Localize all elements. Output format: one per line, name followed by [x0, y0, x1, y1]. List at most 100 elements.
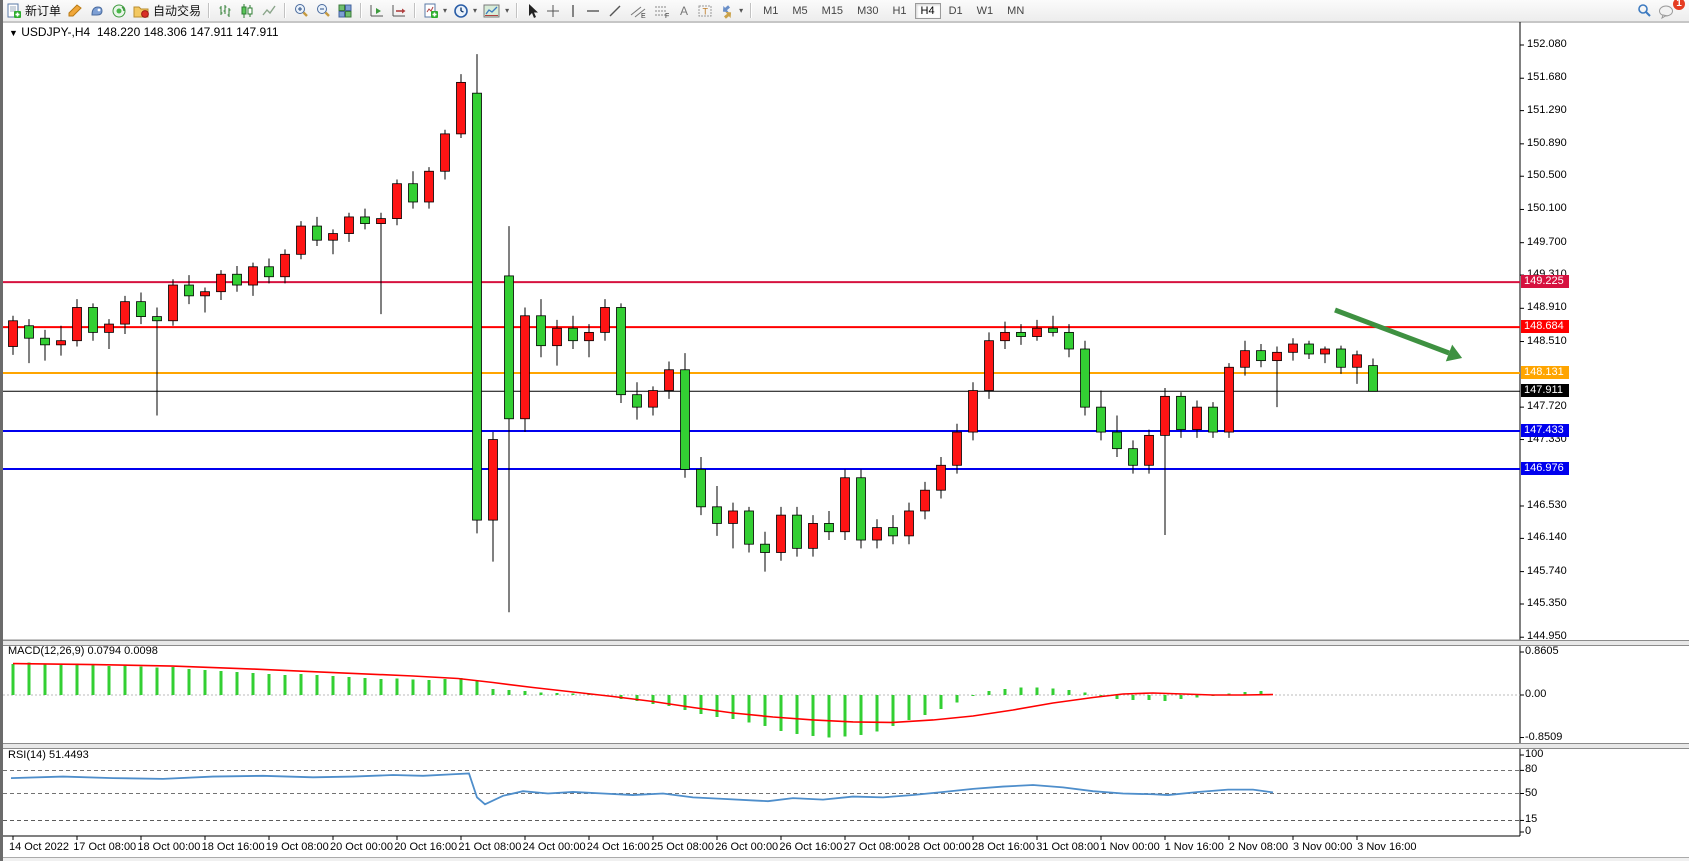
candle[interactable] [504, 275, 514, 420]
indicators-button[interactable]: ▾ [420, 2, 450, 20]
line-chart-button[interactable] [258, 2, 280, 20]
candle[interactable] [104, 323, 114, 333]
new-order-button[interactable]: 新订单 [3, 1, 64, 20]
candle[interactable] [264, 266, 274, 278]
candle[interactable] [1000, 331, 1010, 342]
candle[interactable] [1176, 395, 1186, 430]
collapse-triangle-icon[interactable]: ▼ [9, 28, 18, 38]
candle[interactable] [1304, 343, 1314, 355]
candle[interactable] [568, 327, 578, 342]
signal-button[interactable] [108, 2, 130, 20]
candle[interactable] [888, 527, 898, 537]
candle[interactable] [1096, 406, 1106, 433]
templates-button[interactable]: ▾ [480, 2, 512, 20]
timeframe-MN[interactable]: MN [1007, 4, 1025, 17]
candle[interactable] [24, 325, 34, 339]
candle[interactable] [616, 307, 626, 396]
zoom-out-button[interactable] [312, 2, 334, 20]
candle[interactable] [376, 218, 386, 224]
candle[interactable] [648, 390, 658, 408]
timeframe-M15[interactable]: M15 [821, 4, 844, 17]
candle[interactable] [696, 469, 706, 508]
search-button[interactable] [1633, 2, 1655, 20]
candle[interactable] [216, 273, 226, 293]
candle[interactable] [744, 510, 754, 545]
vertical-line-button[interactable] [564, 2, 582, 20]
candlestick-chart-button[interactable] [236, 2, 258, 20]
candle[interactable] [248, 266, 258, 286]
candle[interactable] [728, 510, 738, 524]
candle[interactable] [280, 253, 290, 278]
candle[interactable] [1208, 406, 1218, 433]
candle[interactable] [760, 543, 770, 553]
candle[interactable] [952, 431, 962, 466]
candle[interactable] [1256, 350, 1266, 362]
fibonacci-button[interactable]: F [650, 2, 674, 20]
timeframe-H1[interactable]: H1 [892, 4, 907, 17]
candle[interactable] [632, 394, 642, 408]
horizontal-line-button[interactable] [582, 2, 604, 20]
timeframe-M30[interactable]: M30 [857, 4, 879, 17]
candle[interactable] [136, 301, 146, 318]
candle[interactable] [1080, 348, 1090, 408]
auto-scroll-button[interactable] [366, 2, 388, 20]
candle[interactable] [1368, 365, 1378, 392]
candle[interactable] [1048, 327, 1058, 333]
candle[interactable] [488, 439, 498, 521]
candle[interactable] [776, 514, 786, 553]
candle[interactable] [472, 92, 482, 521]
timeframe-M1[interactable]: M1 [763, 4, 779, 17]
candle[interactable] [808, 523, 818, 549]
candle[interactable] [856, 477, 866, 541]
candle[interactable] [344, 216, 354, 234]
zoom-in-button[interactable] [290, 2, 312, 20]
timeframe-H4[interactable]: H4 [914, 2, 941, 19]
candle[interactable] [440, 133, 450, 172]
chart-shift-button[interactable] [388, 2, 410, 20]
candle[interactable] [1192, 406, 1202, 430]
pane-separator[interactable] [3, 743, 1689, 749]
script-button[interactable] [86, 2, 108, 20]
candle[interactable] [824, 523, 834, 533]
candle[interactable] [600, 307, 610, 333]
candle[interactable] [968, 390, 978, 433]
candle[interactable] [712, 506, 722, 524]
timeframe-W1[interactable]: W1 [976, 4, 994, 17]
candle[interactable] [56, 340, 66, 346]
candle[interactable] [1064, 331, 1074, 350]
text-button[interactable]: A [674, 2, 694, 20]
candle[interactable] [680, 369, 690, 470]
candle[interactable] [456, 81, 466, 135]
candle[interactable] [1240, 350, 1250, 368]
candle[interactable] [904, 510, 914, 537]
candle[interactable] [8, 320, 18, 347]
channel-button[interactable]: E [626, 2, 650, 20]
candle[interactable] [1128, 448, 1138, 466]
candle[interactable] [1336, 348, 1346, 368]
candle[interactable] [936, 464, 946, 491]
tile-windows-button[interactable] [334, 2, 356, 20]
candle[interactable] [1112, 431, 1122, 450]
candle[interactable] [664, 369, 674, 391]
candle[interactable] [40, 337, 50, 346]
timeframe-D1[interactable]: D1 [948, 4, 963, 17]
candle[interactable] [536, 315, 546, 347]
autotrade-button[interactable]: 自动交易 [130, 1, 204, 20]
candle[interactable] [72, 307, 82, 342]
candle[interactable] [168, 284, 178, 322]
candle[interactable] [792, 514, 802, 549]
bar-chart-button[interactable] [214, 2, 236, 20]
candle[interactable] [840, 477, 850, 533]
candle[interactable] [1272, 351, 1282, 362]
candle[interactable] [408, 183, 418, 203]
candle[interactable] [552, 327, 562, 347]
cursor-button[interactable] [522, 2, 542, 20]
candle[interactable] [1288, 343, 1298, 353]
candle[interactable] [328, 233, 338, 241]
crayon-button[interactable] [64, 2, 86, 20]
periods-button[interactable]: ▾ [450, 2, 480, 20]
candle[interactable] [184, 284, 194, 297]
candle[interactable] [424, 170, 434, 203]
timeframe-M5[interactable]: M5 [792, 4, 808, 17]
candle[interactable] [1032, 327, 1042, 337]
